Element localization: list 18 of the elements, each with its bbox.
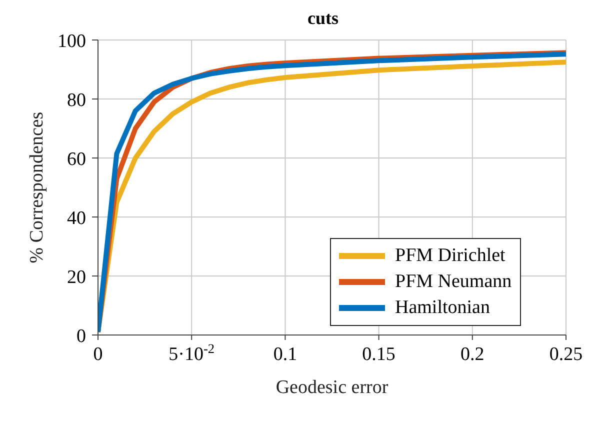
x-tick-label: 0 bbox=[93, 344, 103, 365]
chart-title: cuts bbox=[306, 8, 340, 30]
legend-label: PFM Neumann bbox=[395, 270, 512, 294]
y-tick-label: 20 bbox=[67, 267, 86, 288]
y-tick-label: 40 bbox=[67, 208, 86, 229]
y-axis-title: % Correspondences bbox=[26, 112, 48, 264]
legend-label: Hamiltonian bbox=[395, 296, 490, 320]
x-tick-label: 0.25 bbox=[549, 344, 583, 365]
x-axis-title: Geodesic error bbox=[276, 377, 389, 398]
x-tick-label: 5·10$^{-2}$ bbox=[168, 340, 215, 365]
x-tick-label: 0.15 bbox=[362, 344, 396, 365]
y-tick-label: 100 bbox=[58, 31, 86, 52]
x-tick-label: 0.1 bbox=[273, 344, 298, 365]
legend-label: PFM Dirichlet bbox=[395, 244, 506, 268]
y-tick-label: 60 bbox=[67, 149, 86, 170]
x-tick-label: 0.2 bbox=[460, 344, 484, 365]
y-tick-label: 80 bbox=[67, 90, 86, 111]
y-tick-label: 0 bbox=[76, 326, 86, 347]
